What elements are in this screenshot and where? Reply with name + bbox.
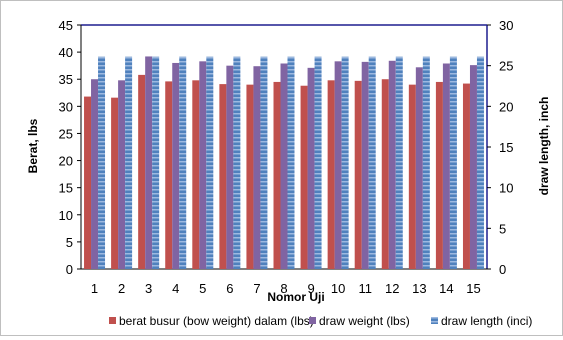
y2-tick-label: 5 xyxy=(499,221,506,236)
bar-draw-weight xyxy=(91,79,99,269)
bar-draw-weight xyxy=(469,65,477,269)
x-tick-label: 4 xyxy=(172,281,179,296)
bar-bow-weight xyxy=(273,81,281,269)
bar-draw-length xyxy=(98,56,106,269)
legend: berat busur (bow weight) dalam (lbs) dra… xyxy=(109,314,532,328)
bar-bow-weight xyxy=(435,81,443,269)
y2-tick-label: 15 xyxy=(499,140,513,155)
bar-draw-length xyxy=(476,56,484,269)
bar-draw-length xyxy=(260,56,268,269)
bar-draw-length xyxy=(395,56,403,269)
bar-bow-weight xyxy=(462,83,470,269)
bar-draw-length xyxy=(233,56,241,269)
x-tick-label: 13 xyxy=(412,281,426,296)
bar-bow-weight xyxy=(408,84,416,270)
x-tick-label: 3 xyxy=(145,281,152,296)
x-tick-label: 14 xyxy=(439,281,453,296)
bar-draw-length xyxy=(152,56,160,269)
y2-tick-label: 30 xyxy=(499,18,513,33)
bar-bow-weight xyxy=(111,97,119,269)
x-tick-label: 12 xyxy=(385,281,399,296)
x-tick-label: 15 xyxy=(466,281,480,296)
bar-bow-weight xyxy=(138,74,146,269)
y-tick-label: 20 xyxy=(59,154,73,169)
bar-draw-weight xyxy=(118,80,126,269)
bar-draw-weight xyxy=(307,67,315,269)
bar-draw-weight xyxy=(415,67,423,269)
bar-draw-weight xyxy=(334,61,342,269)
bar-draw-weight xyxy=(172,62,180,270)
bar-bow-weight xyxy=(354,80,362,269)
bar-draw-length xyxy=(341,56,349,269)
y-tick-label: 5 xyxy=(66,235,73,250)
x-tick-label: 5 xyxy=(199,281,206,296)
x-tick-label: 6 xyxy=(226,281,233,296)
bar-draw-weight xyxy=(361,61,369,270)
bar-draw-weight xyxy=(388,60,396,269)
bar-draw-length xyxy=(179,56,187,269)
x-axis-title: Nomor Uji xyxy=(267,290,324,304)
bar-bow-weight xyxy=(219,84,227,269)
bar-draw-weight xyxy=(253,66,261,269)
bar-draw-weight xyxy=(145,56,153,270)
bar-draw-length xyxy=(314,56,322,269)
legend-label-bow-weight: berat busur (bow weight) dalam (lbs) xyxy=(119,314,314,328)
bar-draw-weight xyxy=(226,65,234,270)
bar-bow-weight xyxy=(327,80,335,269)
y-tick-label: 45 xyxy=(59,18,73,33)
bar-bow-weight xyxy=(165,81,173,269)
y-tick-label: 0 xyxy=(66,262,73,277)
bar-draw-length xyxy=(368,56,376,269)
y-tick-label: 35 xyxy=(59,72,73,87)
bar-bow-weight xyxy=(192,80,200,269)
bar-draw-weight xyxy=(199,61,207,269)
x-tick-label: 2 xyxy=(118,281,125,296)
legend-swatch-draw-length xyxy=(431,317,438,324)
bar-draw-length xyxy=(449,56,457,269)
bar-bow-weight xyxy=(300,85,308,270)
legend-label-draw-length: draw length (inci) xyxy=(441,314,532,328)
bar-draw-weight xyxy=(442,63,450,270)
y2-axis-title: draw length, inch xyxy=(537,97,551,196)
y2-tick-label: 10 xyxy=(499,181,513,196)
x-tick-label: 11 xyxy=(358,281,372,296)
bar-draw-length xyxy=(422,56,430,269)
y-axis-title: Berat, lbs xyxy=(26,118,40,173)
legend-swatch-draw-weight xyxy=(309,317,316,324)
y-tick-label: 30 xyxy=(59,99,73,114)
y-tick-label: 40 xyxy=(59,45,73,60)
bar-bow-weight xyxy=(84,96,92,269)
y2-tick-label: 0 xyxy=(499,262,506,277)
y2-tick-label: 20 xyxy=(499,99,513,114)
x-tick-label: 9 xyxy=(307,281,314,296)
bar-draw-weight xyxy=(280,63,288,270)
x-tick-label: 1 xyxy=(91,281,98,296)
legend-label-draw-weight: draw weight (lbs) xyxy=(319,314,410,328)
x-tick-label: 7 xyxy=(253,281,260,296)
y2-tick-label: 25 xyxy=(499,59,513,74)
bar-bow-weight xyxy=(381,79,389,269)
x-tick-label: 8 xyxy=(280,281,287,296)
bar-bow-weight xyxy=(246,84,254,270)
y-tick-label: 10 xyxy=(59,208,73,223)
bar-draw-length xyxy=(206,56,214,269)
y-tick-label: 25 xyxy=(59,126,73,141)
x-tick-label: 10 xyxy=(331,281,345,296)
bars-group xyxy=(84,56,484,270)
bar-draw-length xyxy=(287,56,295,269)
y-tick-label: 15 xyxy=(59,181,73,196)
legend-swatch-bow-weight xyxy=(109,317,116,324)
bar-draw-length xyxy=(125,56,133,269)
